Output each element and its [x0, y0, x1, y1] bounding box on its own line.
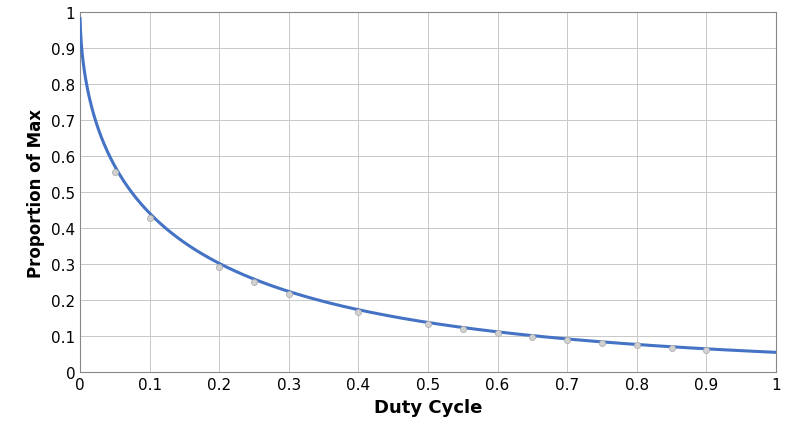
- Point: [700, 346, 713, 353]
- Point: [143, 215, 156, 222]
- X-axis label: Duty Cycle: Duty Cycle: [374, 398, 482, 416]
- Point: [561, 337, 574, 344]
- Y-axis label: Proportion of Max: Proportion of Max: [27, 109, 46, 277]
- Point: [595, 339, 609, 346]
- Point: [422, 321, 434, 328]
- Point: [109, 170, 122, 177]
- Point: [666, 344, 678, 351]
- Point: [248, 279, 261, 286]
- Point: [456, 325, 469, 332]
- Point: [526, 333, 539, 340]
- Point: [491, 330, 504, 337]
- Point: [630, 342, 643, 349]
- Point: [213, 264, 226, 271]
- Point: [352, 308, 365, 315]
- Point: [282, 291, 295, 298]
